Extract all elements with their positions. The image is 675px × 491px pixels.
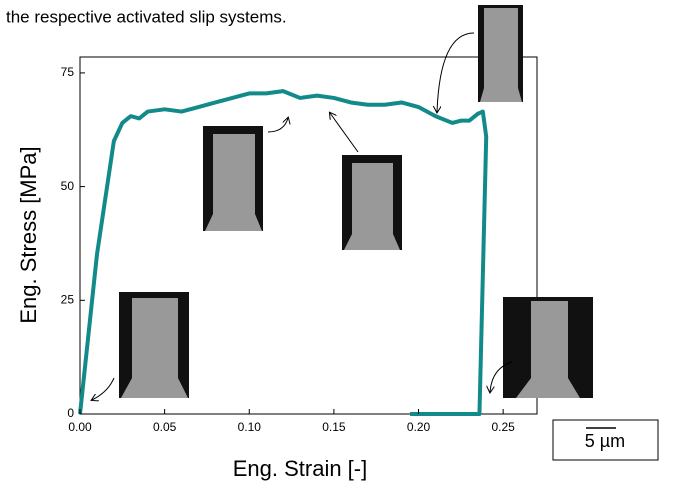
pillar bbox=[480, 8, 522, 102]
x-tick-label: 0.25 bbox=[491, 420, 515, 434]
scale-bar-box bbox=[552, 419, 659, 461]
y-tick-label: 75 bbox=[61, 65, 75, 79]
scale-bar-label: 5 µm bbox=[585, 431, 625, 451]
line bbox=[78, 89, 489, 416]
x-tick-label: 0.05 bbox=[153, 420, 177, 434]
arrow bbox=[330, 113, 359, 153]
pillar bbox=[516, 301, 580, 398]
pillar bbox=[344, 163, 400, 250]
x-tick-label: 0.00 bbox=[68, 420, 92, 434]
plot-frame bbox=[79, 56, 538, 415]
arrow bbox=[267, 118, 288, 133]
insets bbox=[92, 5, 593, 400]
pillar bbox=[121, 298, 188, 398]
pillar bbox=[205, 134, 262, 231]
arrow bbox=[92, 377, 115, 400]
y-axis-label: Eng. Stress [MPa] bbox=[16, 146, 41, 323]
arrow bbox=[437, 32, 475, 112]
caption: the respective activated slip systems. bbox=[6, 7, 287, 26]
y-tick-label: 50 bbox=[61, 179, 75, 193]
y-tick-label: 0 bbox=[67, 406, 74, 420]
y-tick-label: 25 bbox=[61, 292, 75, 306]
arrow bbox=[490, 361, 513, 392]
x-tick-label: 0.10 bbox=[238, 420, 262, 434]
x-axis-label: Eng. Strain [-] bbox=[233, 456, 368, 481]
x-tick-label: 0.15 bbox=[322, 420, 346, 434]
x-tick-label: 0.20 bbox=[407, 420, 431, 434]
